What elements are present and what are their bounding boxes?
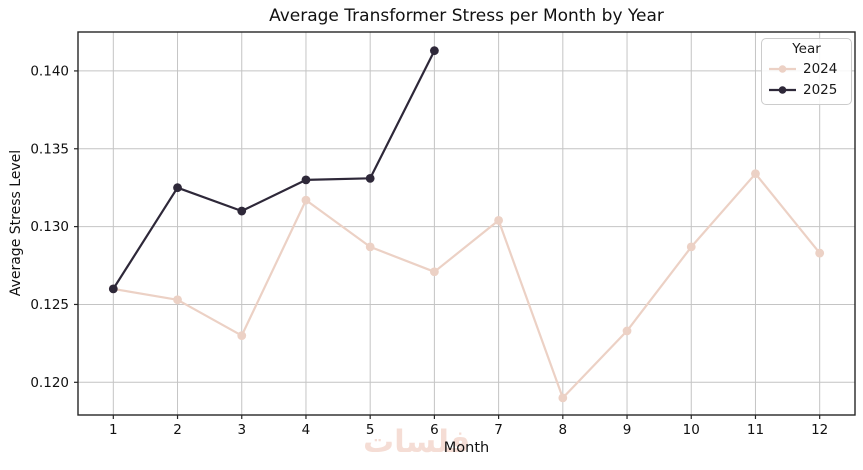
series-2025-line xyxy=(112,50,436,290)
series-2025-marker xyxy=(301,175,311,185)
y-tick-label: 0.135 xyxy=(30,141,69,157)
series-2024-marker xyxy=(558,393,568,403)
legend-title: Year xyxy=(792,41,821,57)
y-tick-label: 0.140 xyxy=(30,63,69,79)
series-2024-line xyxy=(113,172,821,399)
series-2025-marker xyxy=(365,173,375,183)
x-tick-label: 4 xyxy=(302,422,311,438)
x-tick-label: 8 xyxy=(559,422,568,438)
legend-item-2025: 2025 xyxy=(769,79,844,100)
series-2024-marker xyxy=(173,295,182,305)
series-2024-marker xyxy=(494,215,504,225)
x-tick-label: 1 xyxy=(109,422,118,438)
x-tick-label: 6 xyxy=(430,422,439,438)
series-2025-marker xyxy=(173,183,182,193)
series-2024-marker xyxy=(429,267,439,277)
series-2024-marker xyxy=(365,242,375,252)
x-tick-label: 11 xyxy=(747,422,764,438)
x-tick-label: 3 xyxy=(237,422,246,438)
x-tick-label: 5 xyxy=(366,422,375,438)
legend-swatch-2024-icon xyxy=(769,59,796,78)
series-2024-marker xyxy=(237,331,247,340)
y-tick-label: 0.120 xyxy=(30,375,69,391)
y-axis-label: Average Stress Level xyxy=(8,149,24,297)
x-tick-label: 7 xyxy=(494,422,503,438)
y-tick-label: 0.125 xyxy=(30,297,69,313)
series-2025-marker xyxy=(237,206,247,216)
x-tick-label: 9 xyxy=(623,422,632,438)
legend-label-2024: 2024 xyxy=(803,60,838,77)
series-2024-marker xyxy=(301,195,311,205)
legend-item-2024: 2024 xyxy=(769,58,844,79)
legend-label-2025: 2025 xyxy=(803,81,838,98)
legend-swatch-2025-icon xyxy=(769,80,796,99)
x-tick-label: 10 xyxy=(683,422,700,438)
series-2024-marker xyxy=(622,326,632,336)
watermark: فلسات xyxy=(363,424,471,460)
x-tick-label: 12 xyxy=(811,422,828,438)
series-2025-marker xyxy=(429,46,439,56)
plot-border xyxy=(77,31,856,416)
y-tick-label: 0.130 xyxy=(30,219,69,235)
series-2024-marker xyxy=(686,242,696,252)
series-2024-marker xyxy=(815,248,825,258)
series-2024-marker xyxy=(751,169,760,179)
chart-title: Average Transformer Stress per Month by … xyxy=(269,6,664,26)
series-2025-marker xyxy=(108,284,118,294)
x-axis-label: Month xyxy=(443,440,490,456)
legend: Year 2024 2025 xyxy=(761,38,852,105)
x-tick-label: 2 xyxy=(173,422,182,438)
